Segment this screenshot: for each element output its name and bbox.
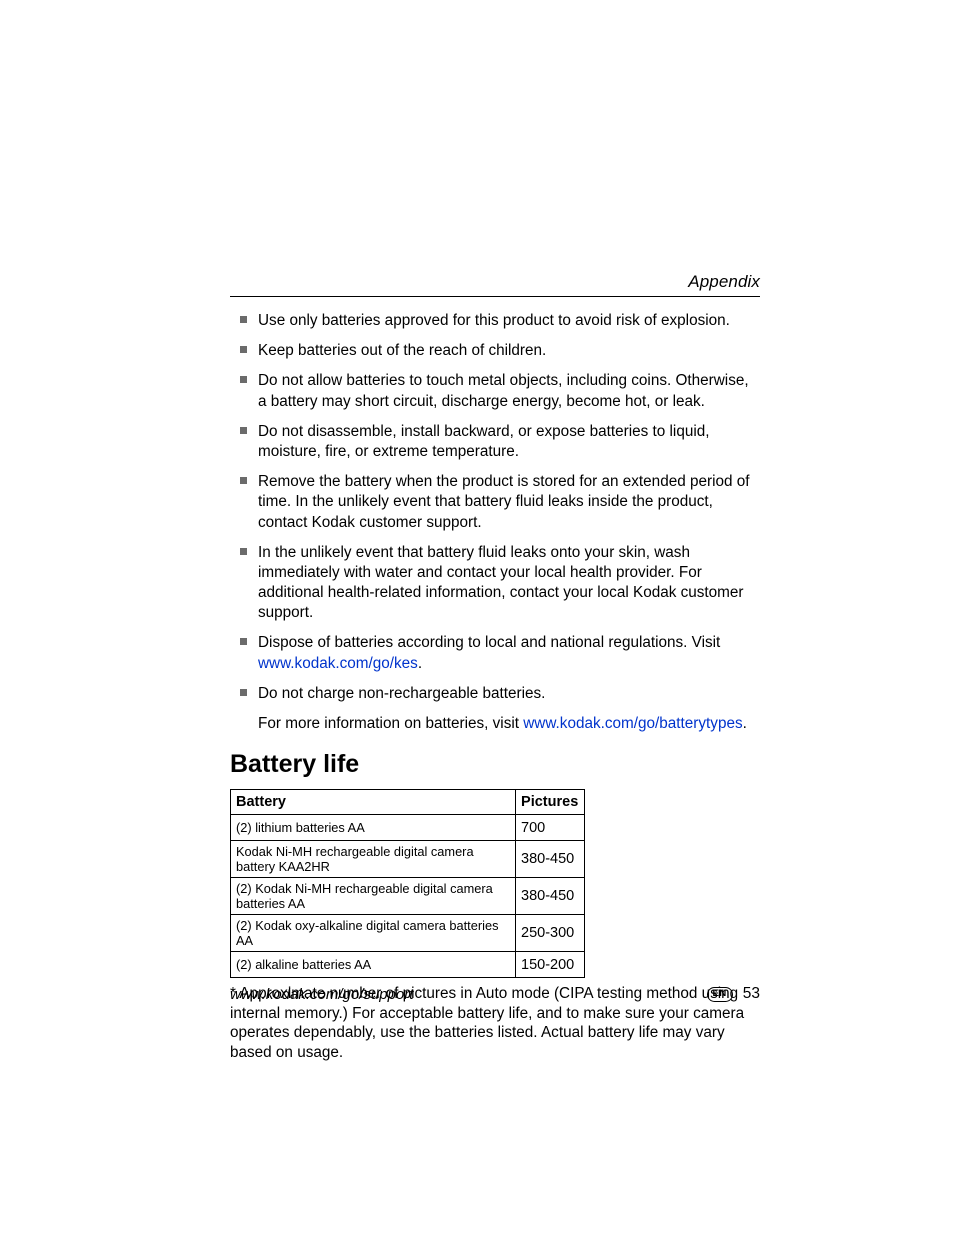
footer-right-group: EN 53 xyxy=(707,985,760,1003)
section-title: Battery life xyxy=(230,750,760,779)
page-number: 53 xyxy=(743,985,760,1003)
batterytypes-link[interactable]: www.kodak.com/go/batterytypes xyxy=(523,715,742,732)
table-row: (2) lithium batteries AA 700 xyxy=(231,815,585,841)
battery-table: Battery Pictures (2) lithium batteries A… xyxy=(230,789,585,978)
trailing-post: . xyxy=(743,715,747,732)
list-item: Keep batteries out of the reach of child… xyxy=(240,341,760,371)
list-item: In the unlikely event that battery fluid… xyxy=(240,543,760,634)
list-item-text-pre: Dispose of batteries according to local … xyxy=(258,634,720,651)
square-bullet-icon xyxy=(240,346,247,353)
trailing-pre: For more information on batteries, visit xyxy=(258,715,523,732)
square-bullet-icon xyxy=(240,316,247,323)
table-header-pictures: Pictures xyxy=(516,790,585,815)
list-item-text: Use only batteries approved for this pro… xyxy=(258,312,730,329)
list-item-text-post: . xyxy=(418,655,422,672)
table-row: (2) alkaline batteries AA 150-200 xyxy=(231,952,585,978)
table-cell-battery: (2) Kodak oxy-alkaline digital camera ba… xyxy=(231,915,516,952)
section-label: Appendix xyxy=(230,272,760,292)
list-item: Do not charge non-rechargeable batteries… xyxy=(240,684,760,714)
table-cell-battery: Kodak Ni-MH rechargeable digital camera … xyxy=(231,841,516,878)
square-bullet-icon xyxy=(240,427,247,434)
document-page: Appendix Use only batteries approved for… xyxy=(0,0,954,1235)
table-cell-battery: (2) lithium batteries AA xyxy=(231,815,516,841)
table-cell-pictures: 700 xyxy=(516,815,585,841)
table-cell-pictures: 250-300 xyxy=(516,915,585,952)
square-bullet-icon xyxy=(240,376,247,383)
square-bullet-icon xyxy=(240,477,247,484)
list-item-text: Keep batteries out of the reach of child… xyxy=(258,342,546,359)
list-item-text: Do not allow batteries to touch metal ob… xyxy=(258,372,749,409)
table-header-battery: Battery xyxy=(231,790,516,815)
list-item-text: In the unlikely event that battery fluid… xyxy=(258,544,744,622)
list-item-text: Do not charge non-rechargeable batteries… xyxy=(258,685,545,702)
list-item: Dispose of batteries according to local … xyxy=(240,633,760,683)
trailing-paragraph: For more information on batteries, visit… xyxy=(230,714,760,734)
language-badge: EN xyxy=(707,987,733,1002)
list-item: Use only batteries approved for this pro… xyxy=(240,311,760,341)
table-header-row: Battery Pictures xyxy=(231,790,585,815)
list-item-text: Do not disassemble, install backward, or… xyxy=(258,423,710,460)
list-item: Remove the battery when the product is s… xyxy=(240,472,760,543)
list-item: Do not allow batteries to touch metal ob… xyxy=(240,371,760,421)
bullet-list: Use only batteries approved for this pro… xyxy=(230,311,760,714)
table-row: (2) Kodak oxy-alkaline digital camera ba… xyxy=(231,915,585,952)
square-bullet-icon xyxy=(240,548,247,555)
list-item: Do not disassemble, install backward, or… xyxy=(240,422,760,472)
square-bullet-icon xyxy=(240,638,247,645)
table-cell-pictures: 150-200 xyxy=(516,952,585,978)
square-bullet-icon xyxy=(240,689,247,696)
table-cell-pictures: 380-450 xyxy=(516,841,585,878)
table-cell-battery: (2) Kodak Ni-MH rechargeable digital cam… xyxy=(231,878,516,915)
list-item-text: Remove the battery when the product is s… xyxy=(258,473,750,530)
table-row: Kodak Ni-MH rechargeable digital camera … xyxy=(231,841,585,878)
table-cell-battery: (2) alkaline batteries AA xyxy=(231,952,516,978)
header-rule xyxy=(230,296,760,297)
table-row: (2) Kodak Ni-MH rechargeable digital cam… xyxy=(231,878,585,915)
footer-support-url: www.kodak.com/go/support xyxy=(230,986,413,1003)
table-cell-pictures: 380-450 xyxy=(516,878,585,915)
kes-link[interactable]: www.kodak.com/go/kes xyxy=(258,655,418,672)
page-footer: www.kodak.com/go/support EN 53 xyxy=(230,985,760,1003)
